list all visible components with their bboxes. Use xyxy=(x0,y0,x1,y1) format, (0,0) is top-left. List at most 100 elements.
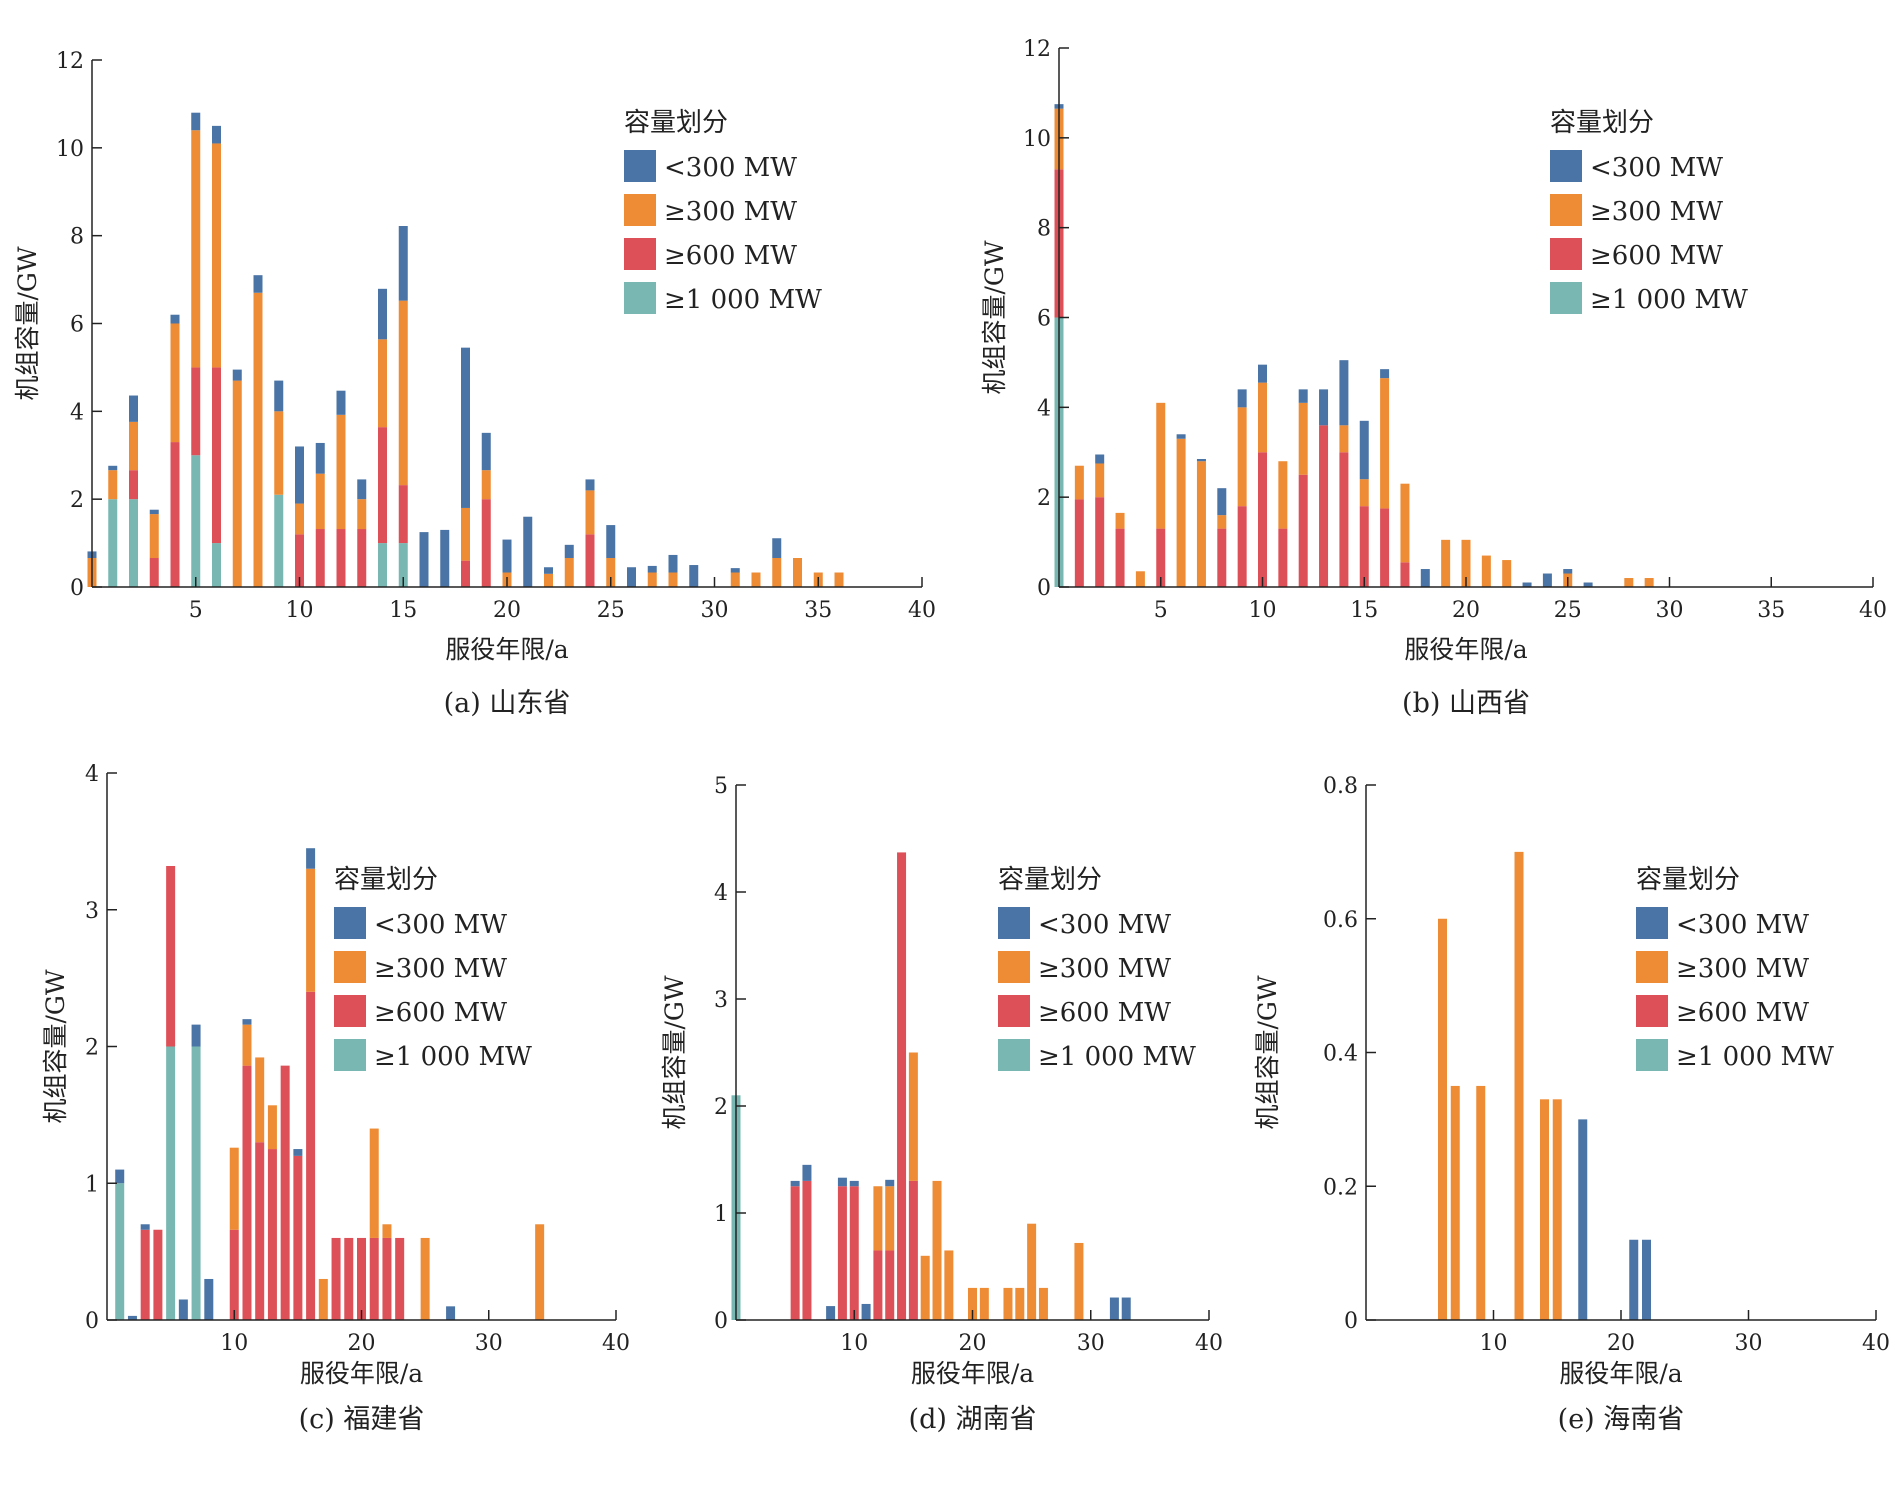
bar-segment xyxy=(149,509,159,515)
legend-label: ≥1 000 MW xyxy=(664,285,822,315)
bar-segment xyxy=(378,339,387,428)
bar-segment xyxy=(191,112,201,131)
bar-segment xyxy=(668,572,678,587)
bar-segment xyxy=(1278,528,1288,587)
bar-segment xyxy=(149,514,159,559)
bars xyxy=(1438,851,1651,1321)
bar-segment xyxy=(170,314,180,324)
bar-segment xyxy=(1258,364,1267,383)
bar-segment xyxy=(772,558,782,587)
bar-segment xyxy=(849,1186,859,1320)
bar-segment xyxy=(1278,461,1288,529)
axes: 0 1 2 3 4 10 20 30 40 xyxy=(85,762,630,1356)
x-tick-label: 15 xyxy=(389,598,417,623)
panel-caption: (e) 海南省 xyxy=(1558,1404,1685,1435)
bar-segment xyxy=(1109,1297,1119,1320)
bar-segment xyxy=(885,1186,895,1251)
bar-segment xyxy=(849,1180,859,1187)
x-tick-label: 10 xyxy=(1480,1331,1508,1356)
bar-segment xyxy=(336,414,346,530)
bar-segment xyxy=(968,1287,977,1320)
y-tick-label: 1 xyxy=(714,1202,728,1227)
x-axis-title: 服役年限/a xyxy=(1559,1359,1682,1388)
bar-segment xyxy=(1074,1242,1084,1320)
bars xyxy=(115,848,545,1320)
bar-segment xyxy=(419,532,429,587)
bars xyxy=(731,852,1131,1320)
y-tick-label: 0.4 xyxy=(1323,1042,1358,1067)
bar-segment xyxy=(331,1237,341,1320)
y-tick-label: 0.2 xyxy=(1323,1175,1358,1200)
x-tick-label: 10 xyxy=(840,1331,868,1356)
bar-segment xyxy=(1298,474,1308,587)
x-axis-title: 服役年限/a xyxy=(1404,635,1527,664)
bar-segment xyxy=(1298,389,1308,403)
bar-segment xyxy=(255,1057,265,1143)
bar-segment xyxy=(212,367,221,544)
bar-segment xyxy=(481,499,491,587)
legend: 容量划分 <300 MW ≥300 MW ≥600 MW ≥1 000 MW xyxy=(1550,108,1748,315)
bar-segment xyxy=(461,560,470,587)
bar-segment xyxy=(1552,1099,1562,1320)
bar-segment xyxy=(1514,851,1524,1321)
y-tick-label: 0 xyxy=(1037,576,1051,601)
bar-segment xyxy=(232,380,242,587)
bar-segment xyxy=(461,507,470,561)
bar-segment xyxy=(129,421,138,471)
panel-caption: (a) 山东省 xyxy=(444,688,571,719)
x-tick-label: 25 xyxy=(597,598,625,623)
bar-segment xyxy=(378,288,387,340)
bar-segment xyxy=(1578,1119,1588,1321)
bar-segment xyxy=(1624,578,1634,587)
x-tick-label: 20 xyxy=(1607,1331,1635,1356)
bar-segment xyxy=(166,1046,176,1320)
bar-segment xyxy=(920,1255,930,1320)
bar-segment xyxy=(1095,463,1105,498)
bar-segment xyxy=(129,499,138,587)
panel-shanxi: 0 2 4 6 8 10 12 5 10 15 20 25 30 35 40 服役年限/a 机组容量/GW (b)… xyxy=(980,37,1887,719)
bar-segment xyxy=(585,534,595,587)
panel-caption: (d) 湖南省 xyxy=(909,1404,1037,1435)
legend-label: <300 MW xyxy=(1590,153,1723,183)
legend-swatch xyxy=(998,1039,1030,1071)
bar-segment xyxy=(1359,420,1369,480)
bar-segment xyxy=(1438,918,1447,1320)
bar-segment xyxy=(446,1306,456,1320)
bar-segment xyxy=(153,1229,163,1320)
bar-segment xyxy=(315,442,325,474)
x-tick-label: 30 xyxy=(1656,598,1684,623)
bar-segment xyxy=(1380,508,1390,587)
bar-segment xyxy=(255,1142,265,1320)
bar-segment xyxy=(1542,573,1552,587)
y-tick-label: 4 xyxy=(70,400,84,425)
bar-segment xyxy=(647,572,657,587)
bar-segment xyxy=(129,395,138,422)
bar-segment xyxy=(1196,461,1206,587)
y-tick-label: 0.6 xyxy=(1323,908,1358,933)
y-tick-label: 12 xyxy=(56,49,84,74)
bar-segment xyxy=(1237,407,1247,507)
bar-segment xyxy=(1476,1085,1486,1320)
bar-segment xyxy=(873,1250,883,1320)
bar-segment xyxy=(140,1224,150,1230)
legend-label: <300 MW xyxy=(374,910,507,940)
x-axis-title: 服役年限/a xyxy=(911,1359,1034,1388)
bar-segment xyxy=(1135,571,1145,587)
bar-segment xyxy=(1258,452,1267,587)
legend-swatch xyxy=(1636,1039,1668,1071)
y-tick-label: 1 xyxy=(85,1172,99,1197)
bar-segment xyxy=(1074,465,1084,500)
bar-segment xyxy=(564,544,574,559)
x-tick-label: 25 xyxy=(1554,598,1582,623)
legend-label: ≥1 000 MW xyxy=(1590,285,1748,315)
bar-segment xyxy=(398,300,408,486)
legend-title: 容量划分 xyxy=(998,865,1102,895)
bar-segment xyxy=(306,868,316,992)
bar-segment xyxy=(108,465,118,471)
bar-segment xyxy=(127,1315,137,1320)
bar-segment xyxy=(1540,1099,1549,1320)
y-tick-label: 2 xyxy=(1037,486,1051,511)
bar-segment xyxy=(1176,434,1186,439)
bar-segment xyxy=(398,485,408,544)
legend-swatch xyxy=(998,995,1030,1027)
